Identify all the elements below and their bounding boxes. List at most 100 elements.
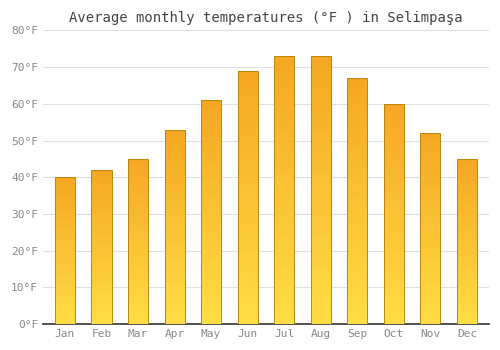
Bar	[55, 254, 75, 256]
Bar	[164, 283, 184, 285]
Bar	[310, 120, 331, 123]
Bar	[274, 79, 294, 83]
Bar	[55, 177, 75, 324]
Bar	[164, 130, 184, 132]
Bar	[92, 189, 112, 191]
Bar	[164, 278, 184, 280]
Bar	[128, 274, 148, 277]
Bar	[238, 321, 258, 324]
Bar	[457, 266, 477, 268]
Bar	[457, 202, 477, 204]
Bar	[164, 237, 184, 239]
Bar	[164, 304, 184, 307]
Bar	[348, 93, 368, 97]
Bar	[92, 255, 112, 257]
Bar	[55, 212, 75, 214]
Bar	[348, 164, 368, 167]
Bar	[201, 274, 221, 276]
Bar	[420, 295, 440, 298]
Bar	[128, 322, 148, 324]
Bar	[420, 243, 440, 245]
Bar	[201, 148, 221, 150]
Bar	[55, 284, 75, 286]
Bar	[348, 241, 368, 244]
Bar	[201, 302, 221, 304]
Bar	[384, 310, 404, 313]
Bar	[274, 187, 294, 190]
Bar	[274, 190, 294, 194]
Bar	[92, 280, 112, 282]
Bar	[384, 316, 404, 318]
Bar	[201, 254, 221, 257]
Bar	[238, 93, 258, 96]
Bar	[457, 297, 477, 299]
Bar	[201, 167, 221, 170]
Bar	[420, 257, 440, 260]
Bar	[457, 235, 477, 237]
Bar	[201, 134, 221, 136]
Bar	[310, 244, 331, 247]
Bar	[420, 319, 440, 322]
Bar	[457, 285, 477, 287]
Bar	[384, 167, 404, 170]
Bar	[164, 285, 184, 288]
Bar	[92, 278, 112, 280]
Bar	[420, 202, 440, 205]
Bar	[384, 258, 404, 261]
Bar	[128, 184, 148, 186]
Bar	[92, 236, 112, 237]
Bar	[348, 152, 368, 155]
Bar	[128, 186, 148, 188]
Bar	[457, 159, 477, 324]
Bar	[420, 214, 440, 217]
Bar	[92, 226, 112, 228]
Bar	[274, 183, 294, 187]
Bar	[128, 252, 148, 254]
Bar	[92, 197, 112, 199]
Bar	[238, 83, 258, 87]
Bar	[92, 203, 112, 205]
Bar	[384, 170, 404, 173]
Bar	[384, 247, 404, 250]
Bar	[457, 318, 477, 320]
Bar	[128, 171, 148, 173]
Bar	[348, 109, 368, 112]
Bar	[348, 189, 368, 192]
Bar	[128, 254, 148, 256]
Bar	[55, 241, 75, 243]
Bar	[164, 152, 184, 154]
Bar	[201, 156, 221, 159]
Bar	[128, 161, 148, 163]
Bar	[310, 247, 331, 250]
Bar	[384, 200, 404, 203]
Bar	[384, 236, 404, 239]
Bar	[384, 211, 404, 214]
Bar	[128, 289, 148, 291]
Bar	[457, 281, 477, 283]
Bar	[274, 56, 294, 324]
Bar	[55, 295, 75, 296]
Bar	[164, 290, 184, 292]
Bar	[310, 200, 331, 203]
Bar	[164, 322, 184, 324]
Bar	[55, 230, 75, 232]
Bar	[274, 294, 294, 297]
Bar	[384, 277, 404, 280]
Bar	[201, 136, 221, 139]
Bar	[55, 315, 75, 317]
Bar	[348, 100, 368, 103]
Bar	[55, 249, 75, 251]
Bar	[457, 244, 477, 246]
Bar	[384, 104, 404, 107]
Bar	[310, 194, 331, 197]
Bar	[274, 254, 294, 257]
Bar	[238, 109, 258, 112]
Bar	[164, 139, 184, 142]
Bar	[201, 246, 221, 248]
Bar	[238, 204, 258, 207]
Bar	[238, 118, 258, 121]
Bar	[348, 210, 368, 214]
Bar	[164, 161, 184, 163]
Bar	[55, 273, 75, 274]
Bar	[420, 181, 440, 183]
